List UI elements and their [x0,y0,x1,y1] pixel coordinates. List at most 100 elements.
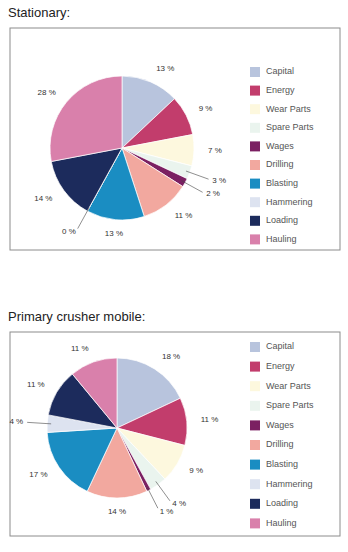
legend-label: Loading [266,215,298,225]
plot-frame [10,28,340,250]
data-label: 14 % [34,194,52,203]
pie-slice [50,76,122,161]
legend-item: Hauling [250,234,297,245]
data-label: 11 % [201,415,219,424]
legend-item: Wear Parts [250,381,311,392]
legend-label: Drilling [266,159,294,169]
legend-label: Wages [266,420,294,430]
legend-swatch [250,440,260,450]
data-label: 11 % [175,211,193,220]
legend-item: Spare Parts [250,122,314,133]
legend-item: Wages [250,141,294,152]
data-label: 13 % [105,229,123,238]
data-label: 7 % [208,146,222,155]
data-label: 4 % [172,499,186,508]
legend: Capital Energy Wear Parts Spare Parts Wages D… [250,341,314,528]
legend-swatch [250,160,260,170]
pie: 18 %11 %9 %4 %1 %14 %17 %4 %11 %11 % [9,344,218,516]
pie-panel: Primary crusher mobile:18 %11 %9 %4 %1 %… [8,309,340,536]
legend-swatch [250,479,260,489]
legend-item: Wear Parts [250,104,311,115]
legend-item: Wages [250,420,294,431]
legend-label: Loading [266,498,298,508]
legend-label: Energy [266,361,295,371]
data-label: 0 % [62,227,76,236]
leader-line [186,171,209,179]
legend-label: Capital [266,66,294,76]
data-label: 11 % [71,344,89,353]
leader-line [27,422,51,424]
legend-label: Spare Parts [266,400,314,410]
data-label: 3 % [212,176,226,185]
legend-item: Drilling [250,439,294,450]
legend: Capital Energy Wear Parts Spare Parts Wages D… [250,66,314,244]
legend-swatch [250,381,260,391]
legend-swatch [250,460,260,470]
chart-title: Primary crusher mobile: [8,309,145,324]
legend-swatch [250,104,260,114]
data-label: 13 % [156,64,174,73]
legend-swatch [250,234,260,244]
leader-line [156,481,170,500]
leader-line [147,487,158,508]
legend-swatch [250,197,260,207]
legend-label: Spare Parts [266,122,314,132]
legend-swatch [250,67,260,77]
legend-label: Wear Parts [266,104,311,114]
data-label: 2 % [206,189,220,198]
data-label: 17 % [29,470,47,479]
leader-line [182,181,203,193]
legend-swatch [250,420,260,430]
pie-panel: Stationary: 13 % 9 % 7 % 3 % 2 % 11 % 13 % 0 % 14… [8,5,340,250]
legend-label: Hammering [266,197,313,207]
legend-label: Hauling [266,518,297,528]
legend-label: Energy [266,85,295,95]
legend-item: Blasting [250,459,298,470]
data-label: 11 % [27,380,45,389]
chart-title: Stationary: [8,5,70,20]
legend-label: Blasting [266,178,298,188]
legend-label: Hammering [266,479,313,489]
legend-label: Hauling [266,234,297,244]
data-label: 9 % [189,466,203,475]
pie-slice [47,428,117,491]
legend-swatch [250,141,260,151]
data-label: 18 % [162,352,180,361]
data-label: 14 % [108,507,126,516]
pie-slice [72,358,117,428]
legend-item: Blasting [250,178,298,189]
legend-swatch [250,86,260,96]
legend-swatch [250,401,260,411]
legend-swatch [250,499,260,509]
legend-item: Hammering [250,479,313,490]
plot-frame [10,332,340,536]
data-label: 1 % [160,507,174,516]
legend-label: Capital [266,341,294,351]
chart-canvas: Stationary: 13 % 9 % 7 % 3 % 2 % 11 % 13 % 0 % 14… [0,0,348,552]
data-label: 4 % [9,417,23,426]
legend-label: Blasting [266,459,298,469]
legend-item: Capital [250,66,294,77]
legend-label: Wear Parts [266,381,311,391]
data-label: 9 % [199,104,213,113]
legend-item: Loading [250,215,298,226]
legend-label: Drilling [266,439,294,449]
legend-item: Hauling [250,518,297,529]
legend-item: Loading [250,498,298,509]
leader-line [78,208,90,229]
legend-item: Drilling [250,159,294,170]
legend-item: Spare Parts [250,400,314,411]
legend-swatch [250,362,260,372]
legend-swatch [250,342,260,352]
legend-swatch [250,123,260,133]
legend-item: Hammering [250,197,313,208]
legend-swatch [250,518,260,528]
legend-label: Wages [266,141,294,151]
legend-swatch [250,179,260,189]
legend-item: Capital [250,341,294,352]
legend-item: Energy [250,85,295,96]
legend-swatch [250,216,260,226]
data-label: 28 % [38,88,56,97]
pie: 13 % 9 % 7 % 3 % 2 % 11 % 13 % 0 % 14 % 28 % [34,64,226,238]
legend-item: Energy [250,361,295,372]
